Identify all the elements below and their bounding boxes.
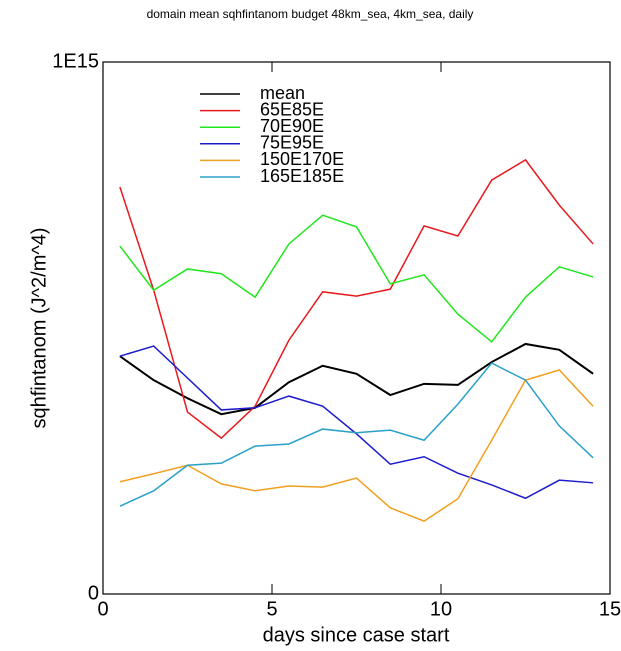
plot-frame bbox=[102, 61, 611, 595]
data-line bbox=[119, 345, 594, 500]
y-tick-label: 1E15 bbox=[52, 50, 99, 72]
data-line bbox=[119, 342, 594, 416]
legend-label: 70E90E bbox=[260, 116, 324, 136]
legend-label: 165E185E bbox=[260, 166, 344, 186]
x-tick-label: 15 bbox=[599, 598, 621, 620]
data-line bbox=[119, 214, 594, 343]
legend-label: 75E95E bbox=[260, 133, 324, 153]
x-axis-label: days since case start bbox=[263, 624, 450, 646]
legend-label: 65E85E bbox=[260, 99, 324, 119]
y-tick-label: 0 bbox=[88, 582, 99, 604]
x-tick-label: 10 bbox=[430, 598, 452, 620]
data-line bbox=[119, 369, 594, 522]
y-axis-label: sqhfintanom (J^2/m^4) bbox=[28, 227, 50, 428]
data-line bbox=[119, 158, 594, 440]
legend-label: 150E170E bbox=[260, 149, 344, 169]
legend-label: mean bbox=[260, 83, 305, 103]
x-tick-label: 0 bbox=[97, 598, 108, 620]
data-line bbox=[119, 362, 594, 507]
x-tick-label: 5 bbox=[266, 598, 277, 620]
chart-title: domain mean sqhfintanom budget 48km_sea,… bbox=[147, 7, 474, 21]
